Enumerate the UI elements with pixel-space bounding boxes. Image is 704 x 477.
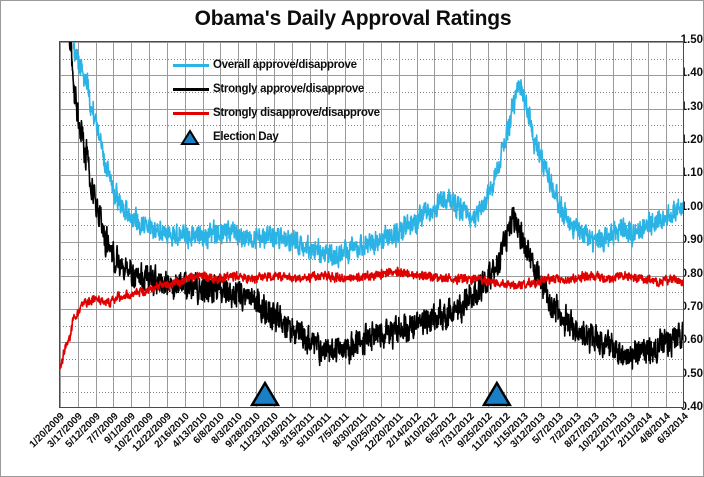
- y-axis-tick-label: 0.60: [680, 334, 703, 347]
- legend-item-label: Overall approve/disapprove: [213, 59, 357, 71]
- election-day-marker: [249, 380, 281, 407]
- y-axis-tick-label: 1.30: [680, 100, 703, 113]
- y-axis-tick-label: 1.50: [680, 34, 703, 46]
- data-series-layer: [60, 42, 683, 407]
- plot-area: [59, 41, 684, 408]
- legend-line-swatch: [173, 101, 209, 125]
- chart-title: Obama's Daily Approval Ratings: [194, 7, 512, 30]
- y-axis-tick-label: 0.50: [680, 367, 703, 380]
- series-line: [60, 266, 683, 370]
- legend-item[interactable]: Overall approve/disapprove: [173, 53, 380, 77]
- y-axis-tick-label: 1.40: [680, 67, 703, 80]
- y-axis-tick-label: 0.70: [680, 300, 703, 313]
- y-axis-tick-label: 1.00: [680, 200, 703, 213]
- y-axis-tick-label: 0.40: [680, 401, 703, 413]
- legend-line-swatch: [173, 53, 209, 77]
- legend-item[interactable]: Election Day: [173, 125, 380, 149]
- legend-line: [173, 112, 209, 115]
- legend-line: [173, 88, 209, 91]
- legend-item-label: Strongly disapprove/disapprove: [213, 107, 380, 119]
- legend-triangle-icon: [173, 125, 209, 149]
- election-day-marker: [481, 380, 512, 407]
- y-axis-tick-label: 0.80: [680, 267, 703, 280]
- legend-item-label: Election Day: [213, 131, 279, 143]
- legend-item[interactable]: Strongly disapprove/disapprove: [173, 101, 380, 125]
- legend-item[interactable]: Strongly approve/disapprove: [173, 77, 380, 101]
- legend-item-label: Strongly approve/disapprove: [213, 83, 365, 95]
- legend-line-swatch: [173, 77, 209, 101]
- y-axis-tick-label: 1.20: [680, 134, 703, 147]
- series-line: [72, 42, 683, 269]
- y-axis-tick-label: 0.90: [680, 234, 703, 247]
- legend-line: [173, 64, 209, 67]
- chart-legend: Overall approve/disapprove Strongly appro…: [173, 53, 380, 149]
- y-axis-tick-label: 1.10: [680, 167, 703, 180]
